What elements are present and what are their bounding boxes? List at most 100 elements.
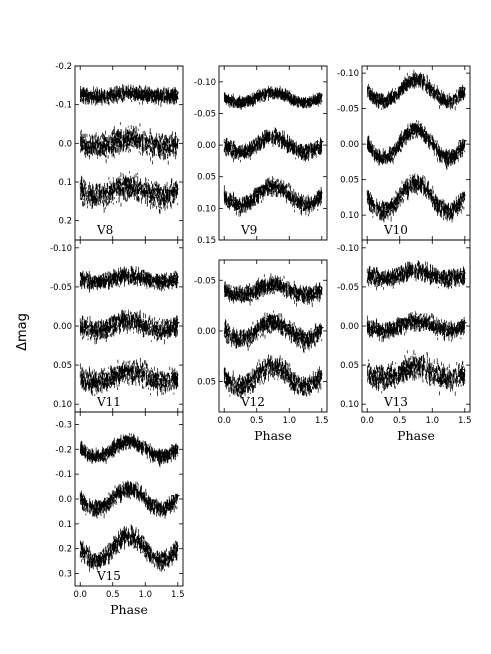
data-points (366, 260, 466, 396)
panel-v13: R V B -0.10 -0.05 0.00 0.05 0.100.0 0.5 1.0 1.5 Pha… (337, 239, 472, 443)
x-tick-label: 0.0 (217, 416, 231, 426)
series-b-points (79, 524, 179, 572)
band-label-r: R (457, 85, 466, 98)
band-label-b: B (457, 191, 466, 204)
band-label-v: V (458, 320, 467, 333)
band-label-v: V (171, 493, 180, 506)
series-v-points (223, 310, 323, 354)
y-tick-label: 0.05 (340, 176, 359, 186)
series-v-points (366, 120, 466, 170)
band-label-v: V (171, 320, 180, 333)
band-label-b: B (170, 371, 179, 384)
series-r-points (79, 84, 179, 107)
x-tick-label: 1.0 (138, 590, 152, 600)
star-name: V13 (383, 395, 408, 409)
data-points (79, 265, 179, 397)
y-tick-label: -0.3 (55, 420, 72, 430)
y-tick-label: 0.05 (340, 361, 359, 371)
y-tick-label: -0.05 (337, 283, 359, 293)
band-label-v: V (458, 138, 467, 151)
y-tick-label: -0.05 (337, 105, 359, 115)
y-tick-label: -0.05 (194, 109, 216, 119)
star-name: V9 (240, 223, 257, 237)
band-label-v: V (315, 139, 324, 152)
y-tick-label: 0.15 (197, 236, 216, 246)
panel-v15: RVB-0.3-0.2-0.10.00.10.20.30.0 0.5 1.0 1.5P… (55, 411, 185, 617)
series-v-points (79, 309, 179, 345)
band-label-v: V (315, 325, 324, 338)
y-tick-label: -0.2 (55, 445, 72, 455)
band-label-b: B (314, 190, 323, 203)
data-points (223, 273, 323, 399)
y-tick-label: -0.05 (50, 283, 72, 293)
y-tick-label: -0.10 (194, 78, 216, 88)
y-tick-label: 0.2 (58, 545, 72, 555)
band-label-r: R (314, 92, 323, 105)
y-tick-label: 0.10 (197, 204, 216, 214)
series-v-points (79, 480, 178, 519)
y-tick-label: 0.10 (53, 400, 72, 410)
y-tick-label: 0.2 (58, 217, 72, 227)
y-tick-label: 0.00 (197, 141, 216, 151)
x-tick-label: 0.0 (360, 416, 374, 426)
y-tick-label: 0.0 (58, 139, 72, 149)
x-tick-label: 0.5 (393, 416, 407, 426)
series-r-points (79, 265, 179, 293)
series-r-points (223, 85, 322, 110)
data-points (79, 84, 179, 215)
y-tick-label: 0.10 (340, 400, 359, 410)
band-label-r: R (170, 443, 179, 456)
y-tick-label: 0.00 (340, 140, 359, 150)
y-tick-label: -0.2 (55, 62, 72, 72)
star-name: V12 (240, 395, 265, 409)
star-name: V15 (96, 569, 121, 583)
panel-v8: R V B -0.2 -0.1 0.0 0.1 0.2 V8 (55, 62, 184, 241)
band-label-r: R (457, 269, 466, 282)
series-b-points (367, 350, 466, 396)
y-tick-label: -0.05 (194, 276, 216, 286)
series-r-points (367, 69, 466, 111)
x-tick-label: 1.0 (282, 416, 296, 426)
x-tick-label: 0.0 (73, 590, 87, 600)
y-tick-label: -0.10 (50, 244, 72, 254)
x-axis-label: Phase (110, 602, 148, 617)
y-tick-label: 0.00 (197, 327, 216, 337)
panel-v9: R V B -0.10 -0.05 0.00 0.05 0.10 0.15 V9 (194, 65, 328, 246)
y-tick-label: 0.05 (53, 361, 72, 371)
y-tick-label: 0.10 (340, 211, 359, 221)
series-v-points (366, 311, 466, 343)
star-name: V11 (96, 395, 121, 409)
y-tick-label: 0.05 (197, 173, 216, 183)
y-tick-label: 0.00 (340, 322, 359, 332)
band-label-b: B (457, 367, 466, 380)
data-points (366, 69, 466, 223)
y-axis-label: Δmag (15, 313, 30, 351)
series-r-points (366, 260, 466, 291)
panel-v10: R V B -0.10 -0.05 0.00 0.05 0.10 V10 (337, 65, 471, 241)
y-tick-label: 0.00 (53, 322, 72, 332)
data-points (79, 433, 179, 572)
star-name: V8 (96, 223, 113, 237)
y-tick-label: 0.3 (58, 570, 72, 580)
x-axis-label: Phase (397, 428, 435, 443)
y-tick-label: -0.10 (337, 69, 359, 79)
panel-v12: R V B -0.05 0.00 0.05 0.0 0.5 1.0 1.5 Phase V12 (194, 259, 329, 443)
series-r-points (224, 273, 323, 308)
star-name: V10 (383, 223, 408, 237)
panel-frame (218, 65, 328, 241)
series-b-points (223, 354, 322, 399)
band-label-r: R (170, 273, 179, 286)
x-tick-label: 0.5 (250, 416, 264, 426)
series-b-points (79, 357, 179, 397)
series-r-points (79, 433, 179, 468)
panel-frame (218, 259, 328, 413)
series-v-points (80, 122, 179, 165)
y-tick-label: 0.1 (58, 178, 72, 188)
x-axis-label: Phase (254, 428, 292, 443)
panel-v11: R V B -0.10 -0.05 0.00 0.05 0.10 V11 (50, 239, 184, 413)
band-label-v: V (171, 137, 180, 150)
x-tick-label: 1.0 (425, 416, 439, 426)
series-b-points (223, 176, 323, 217)
data-points (223, 85, 323, 217)
band-label-b: B (314, 371, 323, 384)
